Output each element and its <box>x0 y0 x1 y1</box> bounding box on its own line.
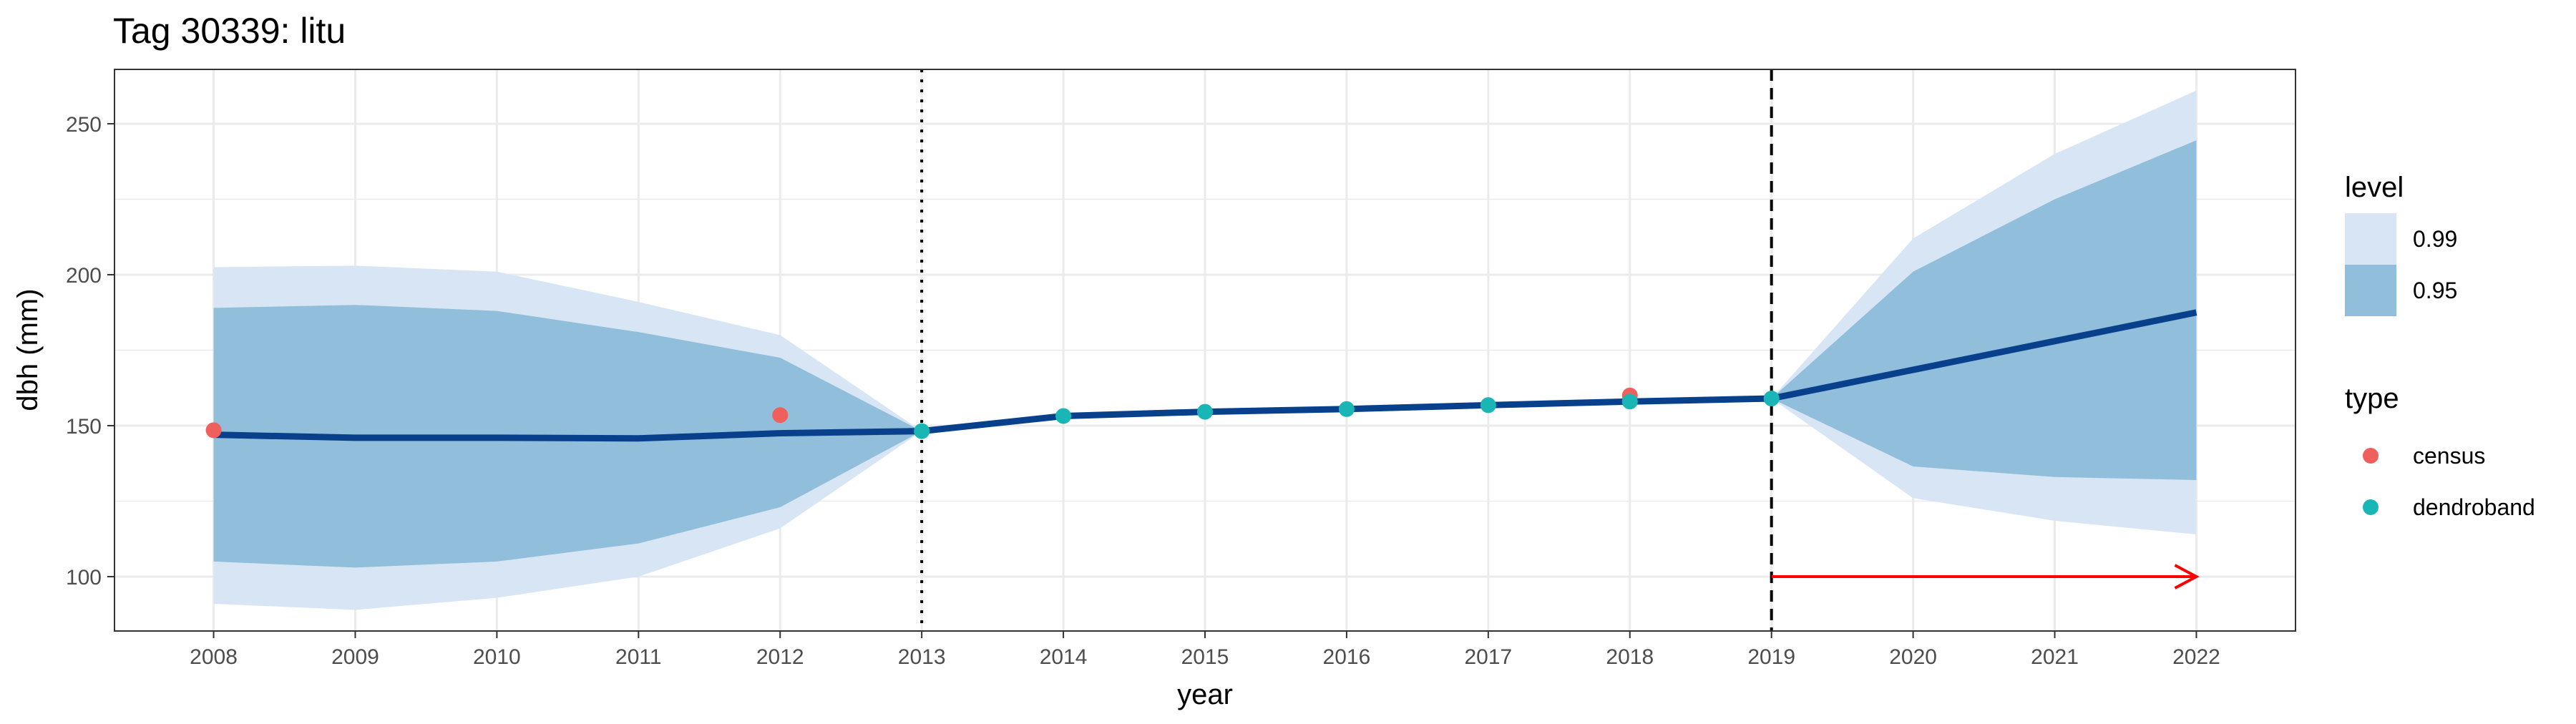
y-tick-label: 200 <box>66 264 102 288</box>
x-tick-label: 2015 <box>1181 645 1229 669</box>
x-tick-label: 2021 <box>2031 645 2079 669</box>
legend-label-type: dendroband <box>2413 494 2535 520</box>
legend: level 0.99 0.95 type census dendroband <box>2345 172 2535 520</box>
legend-label-type: census <box>2413 443 2485 469</box>
x-tick-label: 2010 <box>473 645 521 669</box>
ribbons <box>213 90 2197 610</box>
reference-lines <box>920 69 1773 631</box>
x-tick-label: 2008 <box>190 645 238 669</box>
x-tick-label: 2022 <box>2172 645 2220 669</box>
x-tick-label: 2020 <box>1889 645 1937 669</box>
x-tick-label: 2017 <box>1464 645 1512 669</box>
point-dendroband <box>1763 391 1780 407</box>
legend-title-type: type <box>2345 383 2399 414</box>
legend-key-type <box>2363 448 2379 464</box>
x-tick-label: 2013 <box>898 645 946 669</box>
legend-label-level: 0.95 <box>2413 278 2457 303</box>
legend-title-level: level <box>2345 172 2404 203</box>
arrow-head <box>2174 564 2200 590</box>
chart-title: Tag 30339: litu <box>113 11 346 51</box>
point-census <box>205 422 222 439</box>
y-tick-label: 150 <box>66 415 102 439</box>
point-dendroband <box>1055 408 1072 424</box>
legend-key-type <box>2363 499 2379 515</box>
y-axis: 100 150 200 250 <box>66 113 114 590</box>
x-axis: 2008 2009 2010 2011 2012 2013 2014 2015 2016 2017… <box>190 631 2220 669</box>
x-tick-label: 2009 <box>331 645 379 669</box>
x-tick-label: 2018 <box>1606 645 1654 669</box>
point-dendroband <box>1621 393 1638 410</box>
y-axis-title: dbh (mm) <box>12 288 44 411</box>
point-dendroband <box>1197 403 1213 420</box>
points <box>205 387 1780 439</box>
legend-label-level: 0.99 <box>2413 226 2457 252</box>
x-tick-label: 2011 <box>615 645 662 669</box>
point-dendroband <box>1338 401 1355 417</box>
y-tick-label: 100 <box>66 566 102 590</box>
x-tick-label: 2012 <box>756 645 804 669</box>
annotations <box>1771 564 2200 590</box>
point-dendroband <box>1480 397 1496 414</box>
x-tick-label: 2019 <box>1747 645 1795 669</box>
x-axis-title: year <box>1177 679 1233 710</box>
legend-key-level <box>2345 213 2396 265</box>
x-tick-label: 2014 <box>1040 645 1088 669</box>
ribbon-0-95 <box>213 140 2197 568</box>
x-tick-label: 2016 <box>1323 645 1371 669</box>
point-census <box>772 407 789 424</box>
y-tick-label: 250 <box>66 113 102 137</box>
point-dendroband <box>914 423 930 439</box>
plot-panel <box>114 69 2296 632</box>
legend-key-level <box>2345 265 2396 316</box>
